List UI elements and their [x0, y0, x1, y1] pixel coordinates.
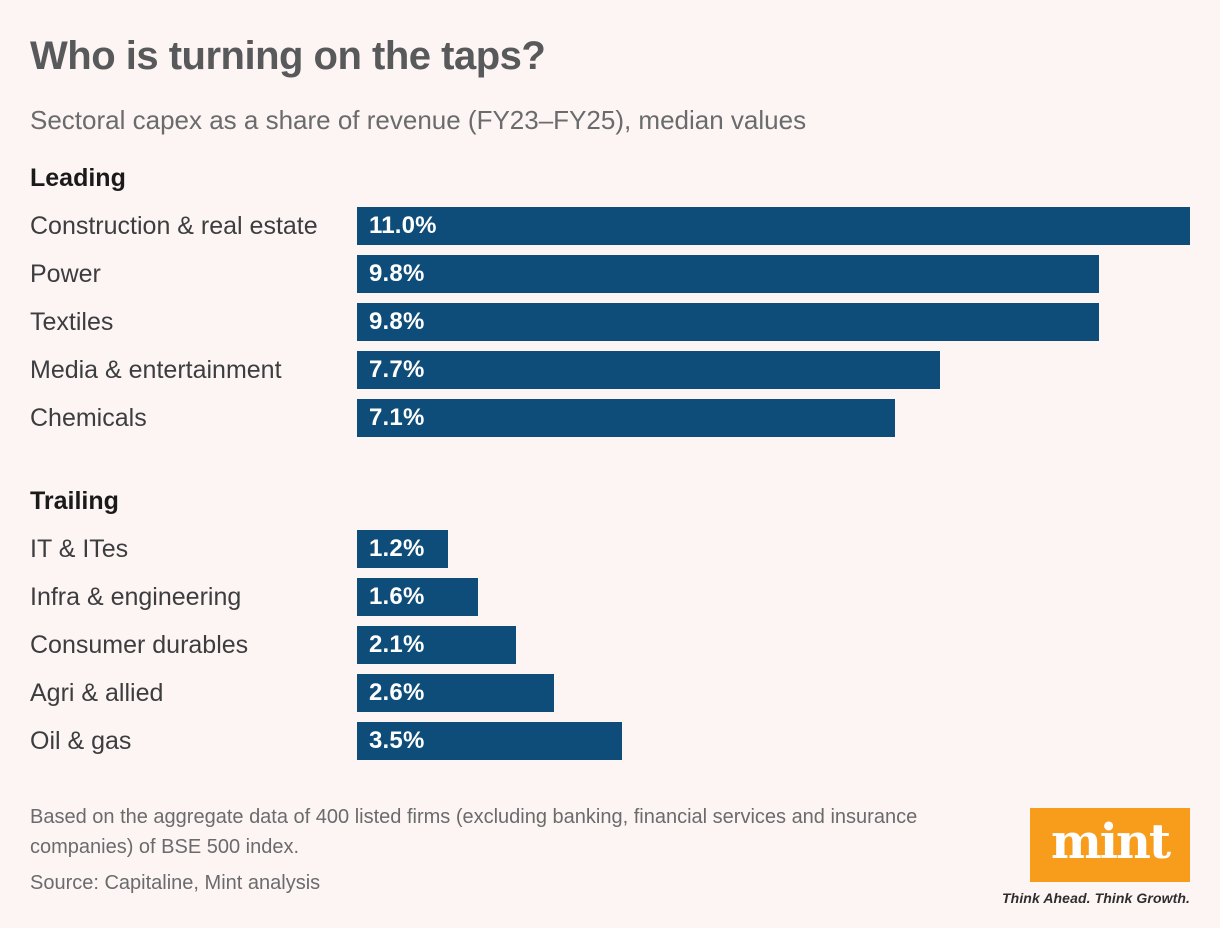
bar: 9.8% [357, 303, 1100, 341]
group-leading: Leading Construction & real estate 11.0%… [30, 164, 1190, 437]
bar: 7.1% [357, 399, 895, 437]
bar-value-label: 2.1% [369, 631, 425, 658]
bar-value-label: 11.0% [369, 212, 437, 239]
category-label: Chemicals [30, 403, 147, 432]
section-heading-leading: Leading [30, 164, 126, 192]
chart-row: IT & ITes 1.2% [30, 530, 1190, 568]
category-label: Agri & allied [30, 678, 164, 707]
mint-logo-text: mint [1050, 814, 1171, 870]
category-label: Power [30, 259, 101, 288]
chart-row: Chemicals 7.1% [30, 399, 1190, 437]
category-label: Consumer durables [30, 630, 249, 659]
bar-value-label: 7.7% [369, 356, 425, 383]
trailing-rows: IT & ITes 1.2% Infra & engineering 1.6% … [30, 530, 1190, 760]
bar-track: 9.8% [357, 303, 1190, 341]
bar-value-label: 1.6% [369, 583, 425, 610]
bar-track: 3.5% [357, 722, 1190, 760]
bar: 1.2% [357, 530, 448, 568]
bar-track: 1.2% [357, 530, 1190, 568]
bar: 9.8% [357, 255, 1100, 293]
bar-track: 2.6% [357, 674, 1190, 712]
chart-row: Agri & allied 2.6% [30, 674, 1190, 712]
chart-row: Media & entertainment 7.7% [30, 351, 1190, 389]
chart-row: Infra & engineering 1.6% [30, 578, 1190, 616]
bar-track: 1.6% [357, 578, 1190, 616]
category-label: IT & ITes [30, 534, 129, 563]
bar: 11.0% [357, 207, 1190, 245]
bar: 7.7% [357, 351, 941, 389]
chart-row: Oil & gas 3.5% [30, 722, 1190, 760]
bar-value-label: 7.1% [369, 404, 425, 431]
chart-row: Textiles 9.8% [30, 303, 1190, 341]
bar: 3.5% [357, 722, 623, 760]
bar: 2.1% [357, 626, 517, 664]
bar-track: 9.8% [357, 255, 1190, 293]
category-label: Infra & engineering [30, 582, 242, 611]
mint-tagline: Think Ahead. Think Growth. [1002, 890, 1190, 906]
bar: 1.6% [357, 578, 479, 616]
chart-title: Who is turning on the taps? [30, 34, 546, 78]
source-line: Source: Capitaline, Mint analysis [30, 872, 321, 894]
bar-track: 7.7% [357, 351, 1190, 389]
section-heading-trailing: Trailing [30, 487, 119, 515]
category-label: Textiles [30, 307, 114, 336]
category-label: Media & entertainment [30, 355, 282, 384]
category-label: Oil & gas [30, 726, 132, 755]
chart-subtitle: Sectoral capex as a share of revenue (FY… [30, 105, 807, 135]
mint-logo: mint [1030, 808, 1190, 882]
bar-value-label: 3.5% [369, 727, 425, 754]
chart-row: Power 9.8% [30, 255, 1190, 293]
group-trailing: Trailing IT & ITes 1.2% Infra & engineer… [30, 487, 1190, 760]
bar-value-label: 1.2% [369, 535, 425, 562]
bar-track: 11.0% [357, 207, 1190, 245]
bar-track: 7.1% [357, 399, 1190, 437]
chart-row: Construction & real estate 11.0% [30, 207, 1190, 245]
bar-track: 2.1% [357, 626, 1190, 664]
bar: 2.6% [357, 674, 554, 712]
category-label: Construction & real estate [30, 211, 318, 240]
leading-rows: Construction & real estate 11.0% Power 9… [30, 207, 1190, 437]
bar-value-label: 9.8% [369, 260, 425, 287]
footnote: Based on the aggregate data of 400 liste… [30, 806, 918, 858]
bar-value-label: 9.8% [369, 308, 425, 335]
chart-row: Consumer durables 2.1% [30, 626, 1190, 664]
bar-value-label: 2.6% [369, 679, 425, 706]
